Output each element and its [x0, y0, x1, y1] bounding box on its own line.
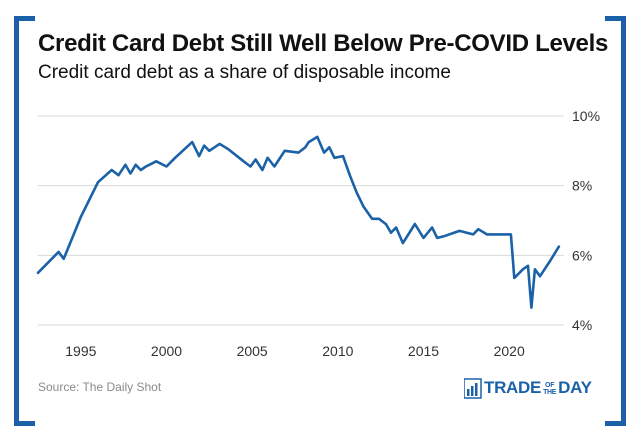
brand-logo: TRADE OF THE DAY — [464, 376, 592, 400]
chart-subtitle: Credit card debt as a share of disposabl… — [38, 62, 451, 83]
frame-bracket-left — [14, 16, 35, 426]
brand-part-of-the: OF THE — [543, 382, 556, 396]
frame-bracket-right — [605, 16, 626, 426]
y-axis-tick-labels: 4% 6% 8% 10% — [572, 108, 600, 333]
x-tick-label: 2005 — [237, 343, 268, 359]
series-line — [36, 135, 561, 309]
x-axis-tick-labels: 1995 2000 2005 2010 2015 2020 — [65, 343, 525, 359]
y-tick-label: 4% — [572, 317, 592, 333]
chart-title: Credit Card Debt Still Well Below Pre-CO… — [38, 30, 609, 57]
brand-part-the: THE — [543, 388, 557, 396]
x-tick-label: 2000 — [151, 343, 182, 359]
x-tick-label: 2015 — [408, 343, 439, 359]
brand-part-trade: TRADE — [484, 378, 542, 397]
series-lines — [36, 135, 561, 309]
y-tick-label: 8% — [572, 178, 592, 194]
y-tick-label: 10% — [572, 108, 600, 124]
brand-part-of: OF — [545, 381, 555, 389]
bar-chart-logo-icon — [464, 378, 482, 399]
brand-part-day: DAY — [558, 378, 592, 397]
gridlines — [38, 115, 564, 326]
source-note: Source: The Daily Shot — [38, 380, 162, 394]
x-tick-label: 2020 — [494, 343, 525, 359]
x-tick-label: 1995 — [65, 343, 96, 359]
x-tick-label: 2010 — [322, 343, 353, 359]
y-tick-label: 6% — [572, 247, 592, 263]
brand-wordmark: TRADE OF THE DAY — [484, 378, 592, 398]
